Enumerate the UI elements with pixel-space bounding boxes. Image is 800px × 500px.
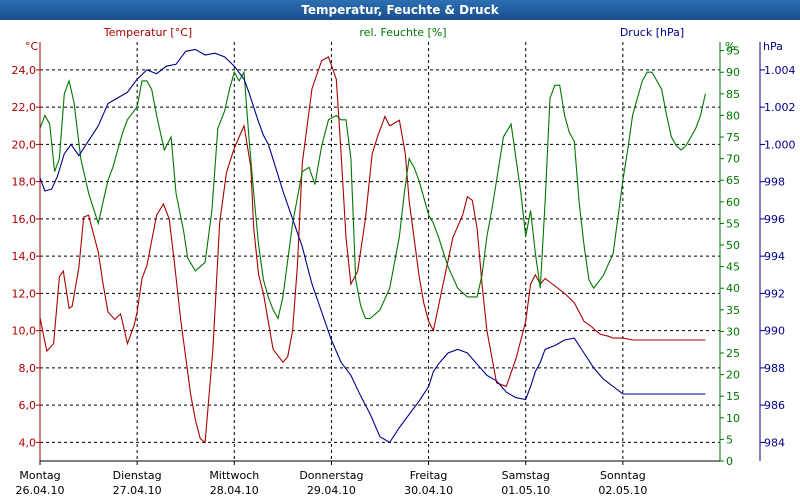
pressure-tick-label: 986	[764, 399, 785, 412]
humidity-axis: 0 5 10 15 20 25 30 35 40 45 50 55 60 65 70 75 80 85 90 95	[720, 45, 740, 468]
humidity-tick-label: 35	[726, 304, 740, 317]
humidity-tick-label: 65	[726, 174, 740, 187]
temperature-tick-label: 20,0	[12, 138, 37, 151]
humidity-unit-label: %	[725, 40, 735, 53]
temperature-unit-label: °C	[25, 40, 39, 53]
pressure-tick-label: 990	[764, 325, 785, 338]
pressure-unit-label: hPa	[763, 40, 783, 53]
temperature-tick-label: 12,0	[12, 287, 37, 300]
series-line-pressure	[39, 48, 706, 444]
humidity-tick-label: 95	[726, 45, 740, 58]
x-axis: Montag 26.04.10 Dienstag 27.04.10 Mittwoch 28…	[16, 461, 647, 497]
x-tick-label-date: 29.04.10	[307, 484, 356, 497]
pressure-tick-label: 988	[764, 362, 785, 375]
humidity-tick-label: 55	[726, 217, 740, 230]
temperature-tick-label: 8,0	[19, 362, 37, 375]
pressure-axis-title: Druck [hPa]	[620, 26, 684, 39]
plot-frame	[39, 42, 761, 462]
temperature-tick-label: 24,0	[12, 64, 37, 77]
humidity-tick-label: 80	[726, 109, 740, 122]
humidity-tick-label: 45	[726, 261, 740, 274]
x-tick-label-day: Mittwoch	[209, 469, 259, 482]
x-tick-label-date: 02.05.10	[598, 484, 647, 497]
x-tick-label-day: Freitag	[410, 469, 448, 482]
humidity-tick-label: 25	[726, 347, 740, 360]
humidity-tick-label: 30	[726, 325, 740, 338]
humidity-tick-label: 50	[726, 239, 740, 252]
pressure-tick-label: 998	[764, 176, 785, 189]
temperature-tick-label: 14,0	[12, 250, 37, 263]
humidity-tick-label: 70	[726, 153, 740, 166]
humidity-tick-label: 75	[726, 131, 740, 144]
series-layer	[39, 48, 706, 444]
pressure-tick-label: 1.004	[764, 64, 796, 77]
humidity-tick-label: 10	[726, 412, 740, 425]
x-tick-label-date: 26.04.10	[16, 484, 65, 497]
x-tick-label-date: 01.05.10	[501, 484, 550, 497]
title-bar: Temperatur, Feuchte & Druck	[0, 0, 800, 20]
grid-lines	[39, 42, 720, 461]
temperature-axis: 4,0 6,0 8,0 10,0 12,0 14,0 16,0 18,0 20,0 22,0 24,…	[12, 64, 40, 449]
series-line-humidity	[39, 70, 706, 321]
x-tick-label-day: Dienstag	[113, 469, 162, 482]
pressure-tick-label: 992	[764, 287, 785, 300]
humidity-tick-label: 40	[726, 282, 740, 295]
pressure-tick-label: 1.002	[764, 101, 796, 114]
pressure-tick-label: 984	[764, 436, 785, 449]
humidity-tick-label: 20	[726, 369, 740, 382]
temperature-tick-label: 4,0	[19, 436, 37, 449]
x-tick-label-day: Sonntag	[600, 469, 646, 482]
humidity-tick-label: 60	[726, 196, 740, 209]
pressure-tick-label: 1.000	[764, 138, 796, 151]
temperature-tick-label: 22,0	[12, 101, 37, 114]
x-tick-label-date: 27.04.10	[113, 484, 162, 497]
humidity-tick-label: 15	[726, 390, 740, 403]
temperature-tick-label: 18,0	[12, 176, 37, 189]
humidity-axis-title: rel. Feuchte [%]	[359, 26, 446, 39]
pressure-tick-label: 994	[764, 250, 785, 263]
x-tick-label-date: 28.04.10	[210, 484, 259, 497]
humidity-tick-label: 90	[726, 66, 740, 79]
x-tick-label-day: Samstag	[502, 469, 550, 482]
humidity-tick-label: 5	[726, 433, 733, 446]
series-line-temperature	[39, 56, 706, 444]
pressure-tick-label: 996	[764, 213, 785, 226]
x-tick-label-day: Montag	[19, 469, 60, 482]
temperature-tick-label: 6,0	[19, 399, 37, 412]
temperature-axis-title: Temperatur [°C]	[103, 26, 192, 39]
x-tick-label-date: 30.04.10	[404, 484, 453, 497]
x-tick-label-day: Donnerstag	[299, 469, 363, 482]
temperature-tick-label: 16,0	[12, 213, 37, 226]
humidity-tick-label: 0	[726, 455, 733, 468]
pressure-axis: 984 986 988 990 992 994 996 998 1.000 1.002 1.004	[760, 64, 796, 449]
temperature-tick-label: 10,0	[12, 325, 37, 338]
humidity-tick-label: 85	[726, 88, 740, 101]
